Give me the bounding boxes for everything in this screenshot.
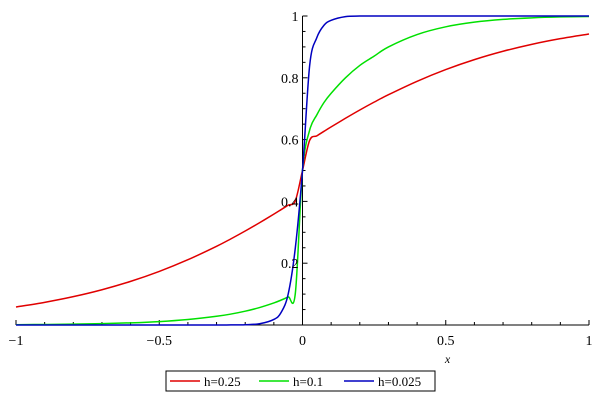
x-tick-label: −1 xyxy=(9,334,24,349)
x-tick-label: 0 xyxy=(299,334,306,349)
x-tick-label: 1 xyxy=(586,334,593,349)
y-tick-label: 1 xyxy=(292,10,299,25)
legend-box xyxy=(165,370,436,392)
y-tick-label: 0.6 xyxy=(281,134,299,149)
y-tick-label: 0.8 xyxy=(281,72,299,87)
y-tick-label: 0.4 xyxy=(281,195,299,210)
legend: h=0.25 h=0.1 h=0.025 xyxy=(165,370,436,392)
legend-label: h=0.1 xyxy=(293,374,323,389)
legend-label: h=0.25 xyxy=(204,374,241,389)
series-line-3 xyxy=(15,15,589,326)
y-tick-label: 0.2 xyxy=(281,257,299,272)
legend-label: h=0.025 xyxy=(378,374,421,389)
x-tick-label: −0.5 xyxy=(147,334,172,349)
series-lines xyxy=(15,15,590,326)
x-tick-label: 0.5 xyxy=(437,334,455,349)
x-axis-label: x xyxy=(444,352,451,366)
tick-labels: −1 −0.5 0 0.5 1 0.2 0.4 0.6 0.8 1 xyxy=(9,10,593,349)
